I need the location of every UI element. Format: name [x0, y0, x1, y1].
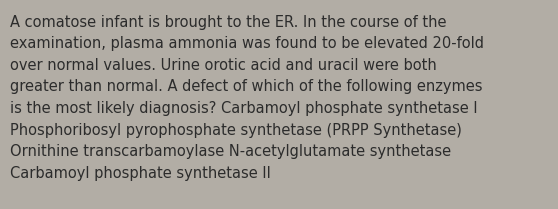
Text: A comatose infant is brought to the ER. In the course of the
examination, plasma: A comatose infant is brought to the ER. … [10, 15, 484, 181]
